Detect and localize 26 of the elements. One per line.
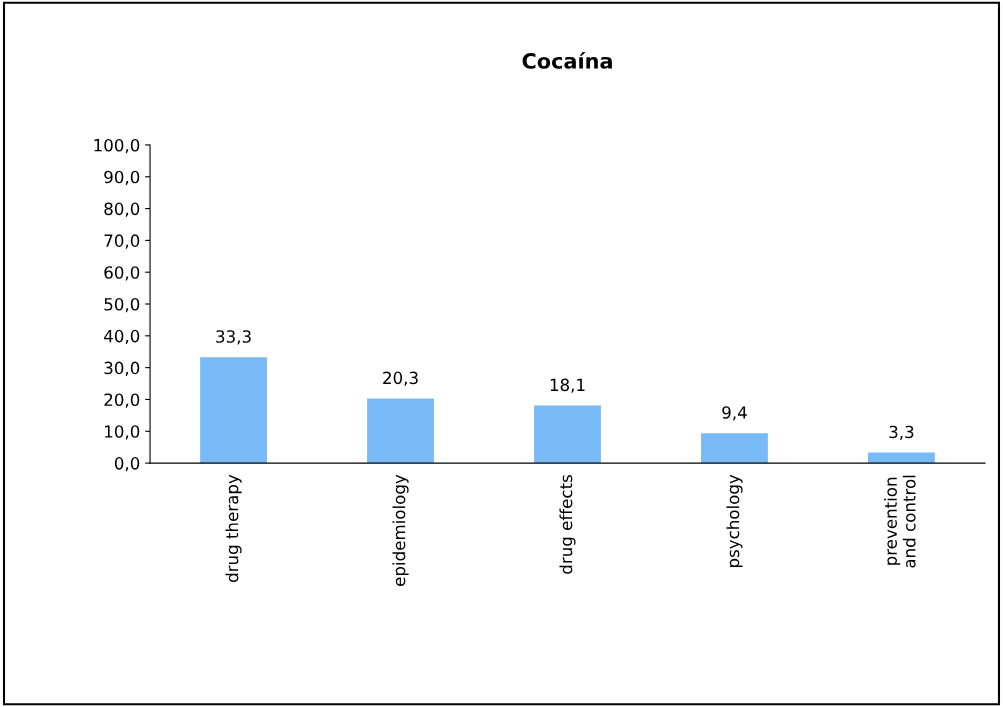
y-tick-label: 60,0 xyxy=(104,266,140,281)
data-label: 18,1 xyxy=(550,378,585,393)
x-tick-label: drug effects xyxy=(559,475,576,574)
y-tick-label: 100,0 xyxy=(94,138,140,154)
data-label: 9,4 xyxy=(722,406,747,421)
y-tick-label: 10,0 xyxy=(105,425,140,440)
x-tick-label: prevention and control xyxy=(884,475,916,568)
x-tick-label: drug therapy xyxy=(225,474,242,583)
chart-title: Cocaína xyxy=(522,51,612,69)
bar xyxy=(534,405,601,464)
y-tick-label: 80,0 xyxy=(104,202,140,217)
bar xyxy=(200,357,267,464)
data-label: 20,3 xyxy=(383,371,418,386)
y-tick-label: 0,0 xyxy=(114,457,140,472)
y-tick-label: 20,0 xyxy=(104,393,140,408)
y-tick-label: 70,0 xyxy=(104,234,140,249)
y-tick-label: 50,0 xyxy=(104,297,140,313)
y-tick-label: 90,0 xyxy=(104,170,140,186)
x-tick-label: psychology xyxy=(726,474,743,568)
data-label: 33,3 xyxy=(216,330,251,345)
data-label: 3,3 xyxy=(889,425,914,440)
y-tick-label: 40,0 xyxy=(104,329,140,345)
y-tick-label: 30,0 xyxy=(104,361,140,376)
bar xyxy=(701,433,768,464)
bar xyxy=(367,398,434,464)
x-tick-label: epidemiology xyxy=(392,474,409,586)
